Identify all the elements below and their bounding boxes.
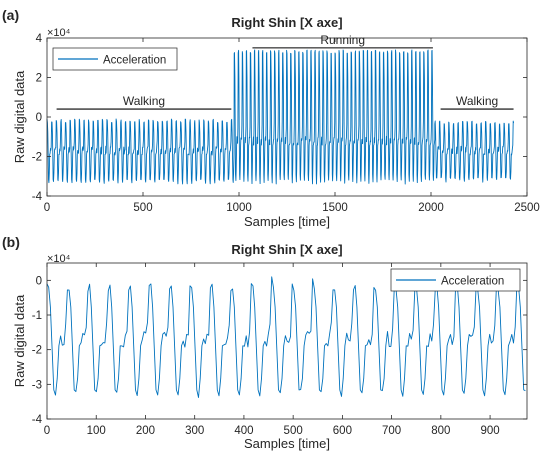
x-tick-label: 2000	[418, 202, 444, 214]
y-tick-label: -1	[32, 310, 42, 322]
y-axis-label-b: Raw digital data	[12, 294, 27, 387]
y-tick-label: 0	[36, 112, 42, 124]
annotations-a: Walking Running Walking	[56, 33, 514, 110]
x-tick-label: 600	[333, 425, 352, 437]
x-tick-label: 500	[284, 425, 303, 437]
legend-a: Acceleration	[52, 47, 178, 71]
x-axis-label-b: Samples [time]	[244, 436, 330, 451]
y-tick-label: -4	[32, 414, 43, 426]
y-axis-label-a: Raw digital data	[12, 70, 27, 163]
chart-title-a: Right Shin [X axe]	[231, 15, 342, 30]
x-axis-label-a: Samples [time]	[244, 214, 330, 229]
chart-title-b: Right Shin [X axe]	[231, 242, 342, 257]
x-tick-label: 0	[44, 202, 50, 214]
x-tick-label: 1000	[226, 202, 252, 214]
series-lines-a	[46, 49, 515, 185]
chart-panel-a: (a) Right Shin [X axe] ×10⁴ Walking Runni…	[2, 7, 540, 229]
series-line-1	[46, 49, 515, 185]
y-tick-label: -4	[32, 191, 43, 203]
panel-label-a: (a)	[2, 7, 19, 23]
y-tick-label: -3	[32, 379, 42, 391]
x-ticks-a: 0 500 1000 1500 2000 2500	[44, 38, 540, 214]
legend-box-b	[390, 268, 521, 292]
y-tick-label: 0	[36, 275, 42, 287]
x-tick-label: 900	[480, 425, 499, 437]
x-tick-label: 100	[87, 425, 106, 437]
legend-box-a	[52, 47, 178, 71]
legend-entry-a: Acceleration	[103, 55, 166, 67]
x-tick-label: 0	[44, 425, 50, 437]
y-exponent-a: ×10⁴	[47, 27, 71, 39]
x-tick-label: 300	[185, 425, 204, 437]
y-tick-label: 2	[36, 73, 42, 85]
y-tick-label: 4	[36, 33, 43, 45]
x-tick-label: 200	[136, 425, 155, 437]
panel-label-b: (b)	[2, 234, 20, 250]
series-lines-b	[46, 276, 526, 398]
y-exponent-b: ×10⁴	[47, 253, 71, 265]
x-ticks-b: 0 100 200 300 400 500 600 700 800 900	[44, 263, 500, 437]
x-tick-label: 500	[133, 202, 152, 214]
x-tick-label: 1500	[322, 202, 348, 214]
x-tick-label: 2500	[514, 202, 540, 214]
y-ticks-a: -4 -2 0 2 4	[32, 33, 527, 203]
annotation-label: Walking	[123, 94, 165, 108]
annotation-label: Walking	[456, 94, 498, 108]
x-tick-label: 400	[234, 425, 253, 437]
y-tick-label: -2	[32, 345, 42, 357]
y-ticks-b: -4 -3 -2 -1 0	[32, 275, 527, 426]
legend-b: Acceleration	[390, 268, 521, 292]
plot-frame-b	[46, 262, 528, 420]
annotation-label: Running	[320, 33, 365, 47]
series-line-1	[46, 276, 526, 398]
y-tick-label: -2	[32, 152, 42, 164]
chart-panel-b: (b) Right Shin [X axe] ×10⁴ -4 -3 -2 -1 0 0 1…	[2, 234, 528, 451]
legend-entry-b: Acceleration	[441, 276, 504, 288]
x-tick-label: 800	[431, 425, 450, 437]
x-tick-label: 700	[382, 425, 401, 437]
